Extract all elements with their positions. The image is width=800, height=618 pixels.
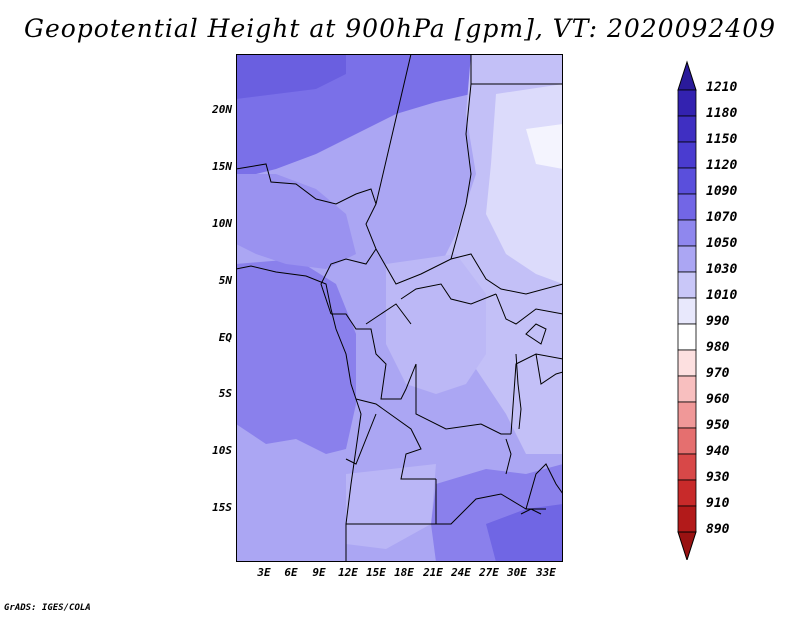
contour-band-west xyxy=(236,174,356,269)
colorbar-label-910: 910 xyxy=(706,496,730,511)
lat-label-5s: 5S xyxy=(218,387,232,400)
colorbar-swatch xyxy=(677,479,697,507)
map-frame xyxy=(236,54,563,562)
lon-label-24e: 24E xyxy=(451,566,471,579)
colorbar xyxy=(677,60,697,560)
lon-label-27e: 27E xyxy=(479,566,499,579)
lon-label-15e: 15E xyxy=(366,566,386,579)
lat-label-10s: 10S xyxy=(212,444,232,457)
colorbar-label-940: 940 xyxy=(706,444,730,459)
lon-label-6e: 6E xyxy=(284,566,298,579)
colorbar-label-950: 950 xyxy=(706,418,730,433)
coastline xyxy=(236,265,362,562)
lakes xyxy=(505,323,547,515)
colorbar-swatch xyxy=(677,115,697,143)
colorbar-arrow-top xyxy=(677,60,697,91)
lat-label-10n: 10N xyxy=(212,217,232,230)
colorbar-swatch xyxy=(677,89,697,117)
lat-label-15n: 15N xyxy=(212,160,232,173)
contour-band-white-patch xyxy=(526,124,563,169)
colorbar-swatch xyxy=(677,219,697,247)
map-svg xyxy=(236,54,563,562)
colorbar-swatch xyxy=(677,297,697,325)
contour-band-central xyxy=(386,254,486,394)
lon-label-33e: 33E xyxy=(536,566,556,579)
colorbar-swatch xyxy=(677,349,697,377)
colorbar-label-930: 930 xyxy=(706,470,730,485)
colorbar-label-890: 890 xyxy=(706,522,730,537)
credit-text: GrADS: IGES/COLA xyxy=(4,603,91,613)
colorbar-label-1120: 1120 xyxy=(706,158,738,173)
colorbar-label-990: 990 xyxy=(706,314,730,329)
colorbar-label-1030: 1030 xyxy=(706,262,738,277)
contour-band-south xyxy=(346,464,436,549)
colorbar-swatch xyxy=(677,193,697,221)
contour-band-atlantic xyxy=(236,259,356,454)
colorbar-label-1210: 1210 xyxy=(706,80,738,95)
lat-label-20n: 20N xyxy=(212,103,232,116)
colorbar-label-970: 970 xyxy=(706,366,730,381)
colorbar-swatch xyxy=(677,453,697,481)
chart-title: Geopotential Height at 900hPa [gpm], VT:… xyxy=(23,14,777,43)
lat-label-5n: 5N xyxy=(218,274,232,287)
map-panel xyxy=(236,54,563,562)
lon-label-9e: 9E xyxy=(312,566,326,579)
contour-band-southeast-dark xyxy=(486,504,563,562)
colorbar-swatch xyxy=(677,505,697,533)
colorbar-swatch xyxy=(677,141,697,169)
country-borders xyxy=(236,54,563,525)
colorbar-swatch xyxy=(677,375,697,403)
colorbar-label-1050: 1050 xyxy=(706,236,738,251)
colorbar-swatch xyxy=(677,245,697,273)
colorbar-swatch xyxy=(677,401,697,429)
colorbar-label-1090: 1090 xyxy=(706,184,738,199)
lon-label-12e: 12E xyxy=(338,566,358,579)
lat-label-15s: 15S xyxy=(212,501,232,514)
colorbar-label-960: 960 xyxy=(706,392,730,407)
contour-band-north-dark xyxy=(236,54,346,99)
lat-label-eq: EQ xyxy=(218,331,232,344)
colorbar-label-980: 980 xyxy=(706,340,730,355)
colorbar-label-1150: 1150 xyxy=(706,132,738,147)
colorbar-swatch xyxy=(677,271,697,299)
colorbar-label-1070: 1070 xyxy=(706,210,738,225)
lon-label-3e: 3E xyxy=(257,566,271,579)
colorbar-swatch xyxy=(677,427,697,455)
lon-label-21e: 21E xyxy=(423,566,443,579)
colorbar-swatch xyxy=(677,167,697,195)
colorbar-label-1010: 1010 xyxy=(706,288,738,303)
lon-label-30e: 30E xyxy=(507,566,527,579)
lon-label-18e: 18E xyxy=(394,566,414,579)
colorbar-arrow-bottom xyxy=(677,531,697,560)
colorbar-label-1180: 1180 xyxy=(706,106,738,121)
colorbar-swatch xyxy=(677,323,697,351)
